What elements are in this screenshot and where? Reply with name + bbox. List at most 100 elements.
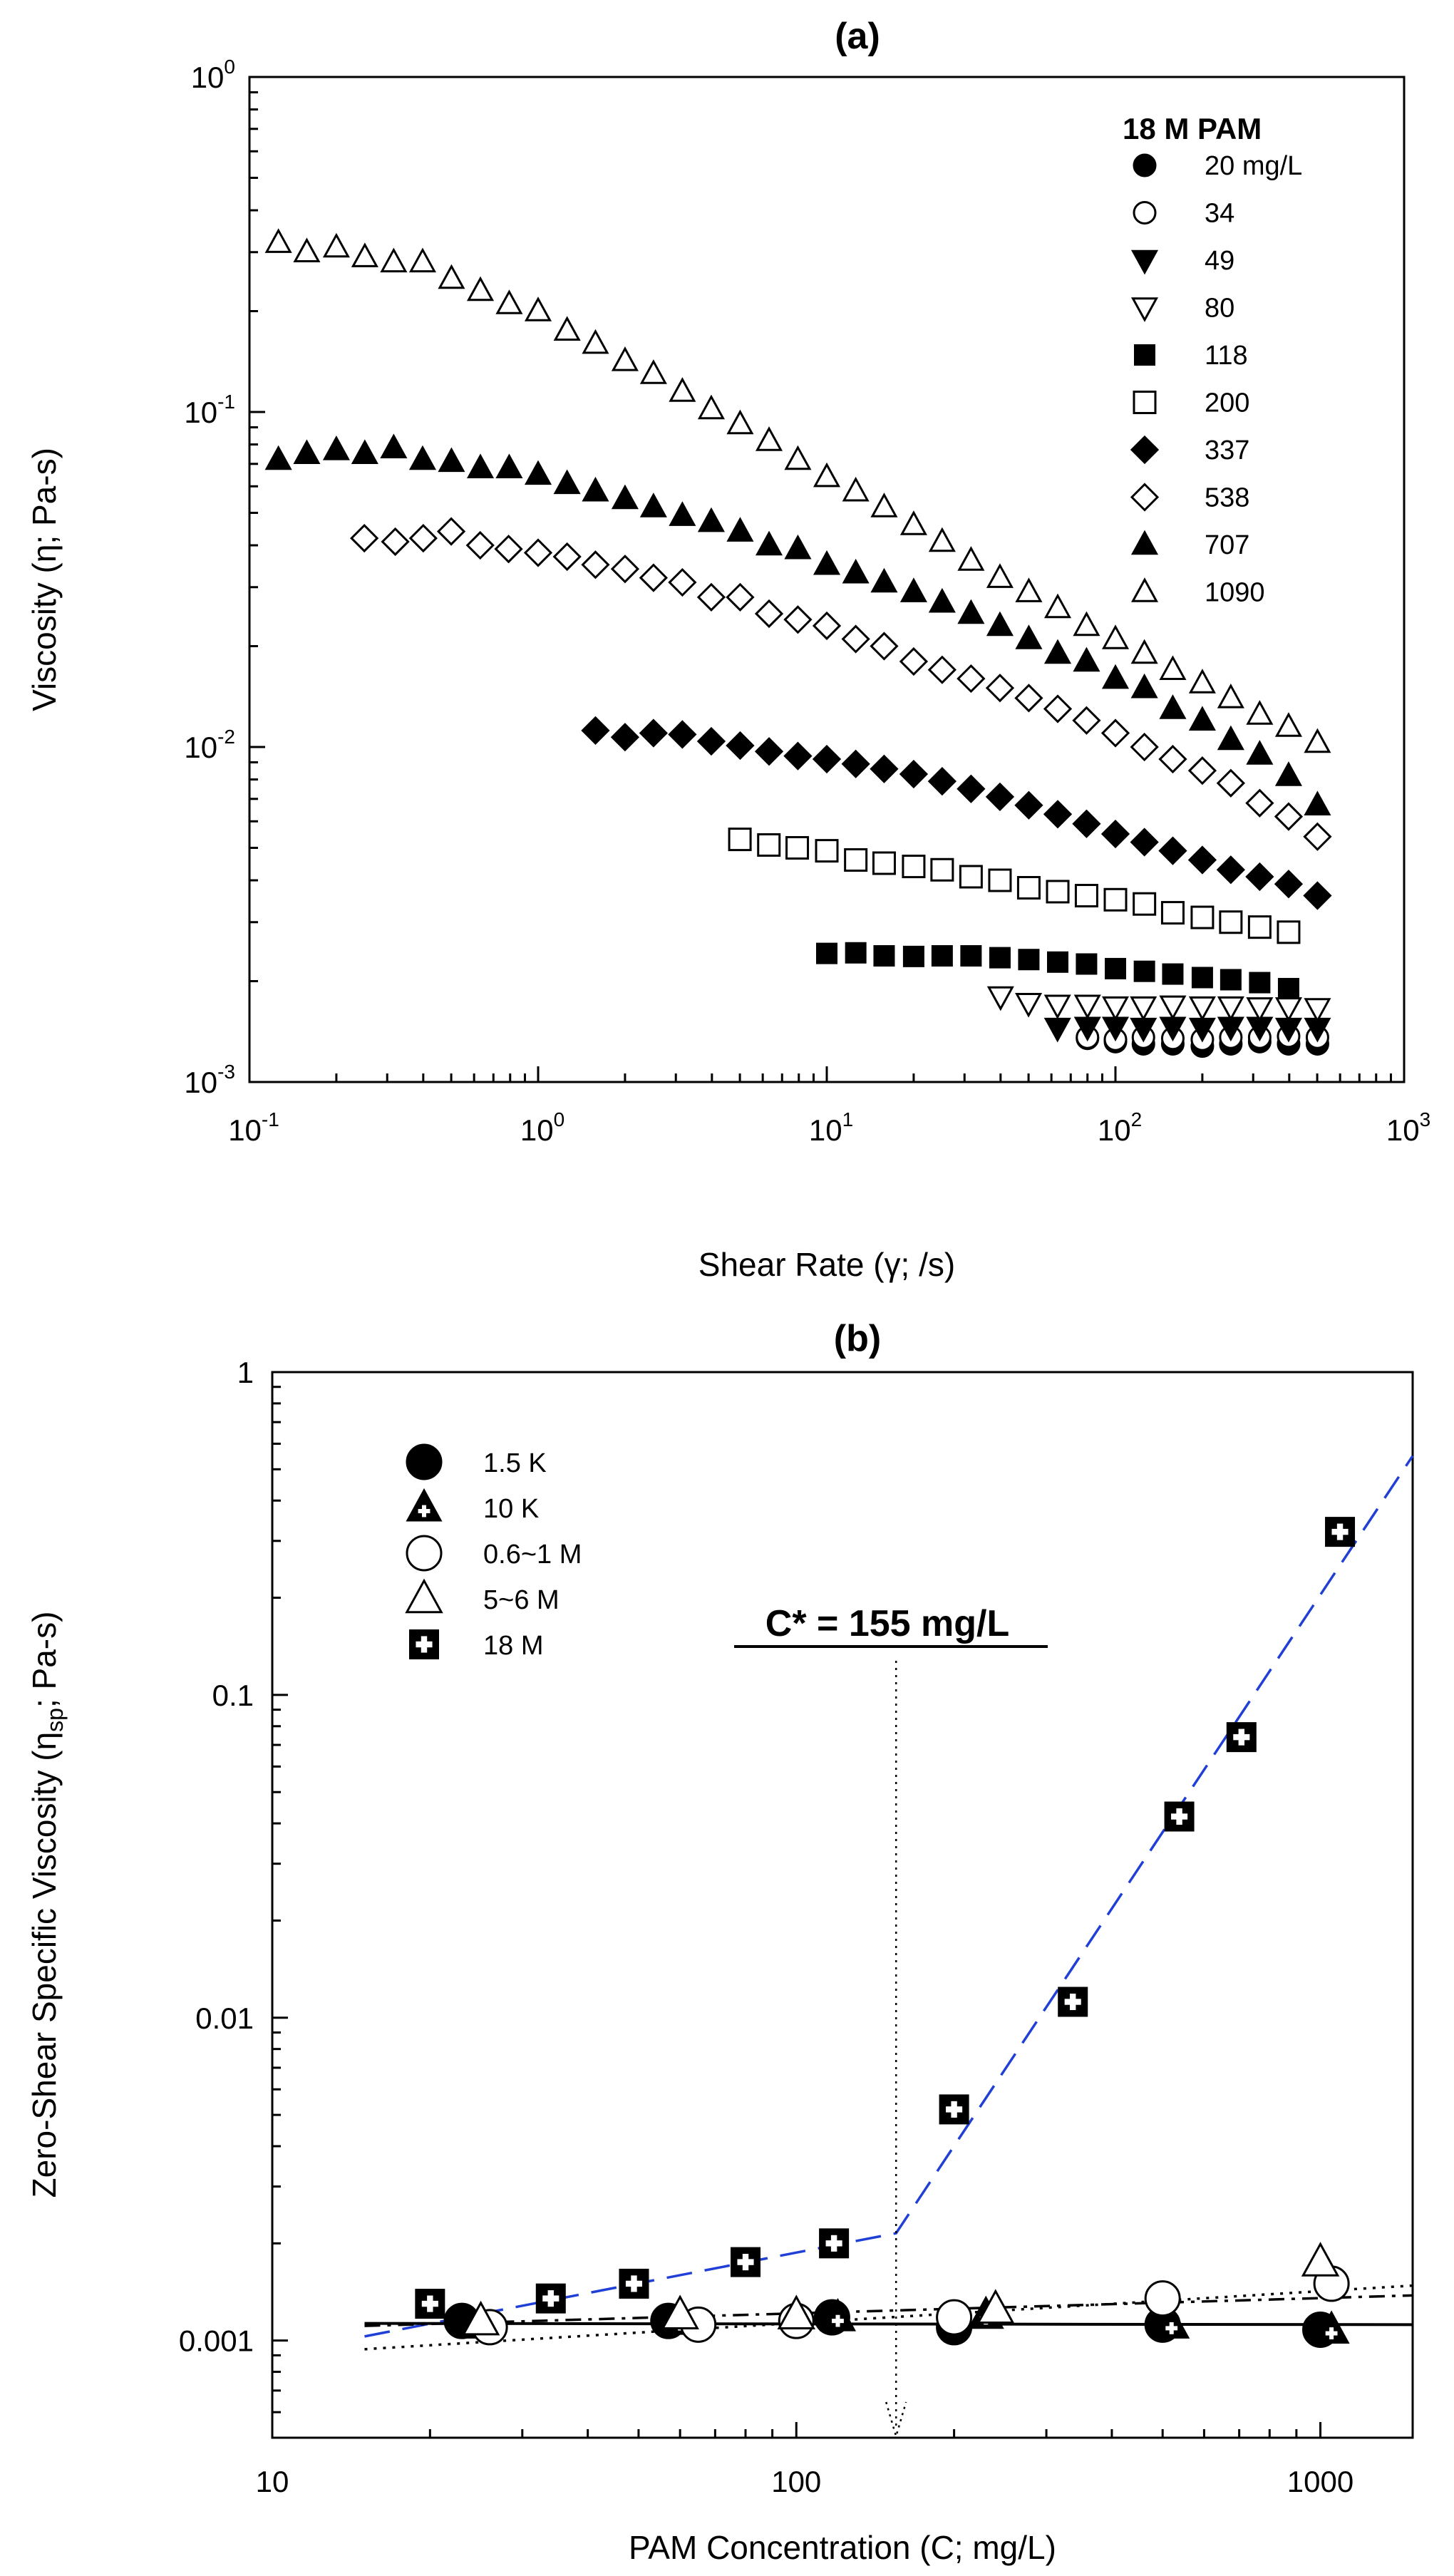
data-point (1162, 963, 1184, 985)
data-point (461, 2300, 500, 2336)
data-point (930, 857, 954, 882)
y-tick-label: 0.01 (195, 2001, 254, 2035)
data-point (927, 766, 957, 796)
legend-label: 49 (1205, 246, 1234, 276)
data-point (552, 542, 582, 572)
data-point (1015, 577, 1043, 602)
data-point (639, 493, 667, 517)
legend-label: 34 (1205, 199, 1234, 229)
data-point (1325, 1517, 1356, 1547)
data-point (957, 599, 985, 624)
data-point (986, 563, 1014, 588)
data-point (380, 433, 408, 458)
series-200 (728, 828, 1301, 944)
data-point (1158, 744, 1187, 774)
data-point (1058, 1987, 1088, 2017)
fit-line (364, 2284, 1413, 2351)
y-tick-label: 10-2 (184, 726, 235, 764)
data-point (1274, 802, 1304, 831)
data-point (957, 774, 986, 803)
data-point (873, 945, 895, 967)
panel-a-x-axis-label: Shear Rate (γ; /s) (698, 1246, 955, 1283)
series-49 (1043, 1016, 1331, 1043)
legend-marker (1130, 530, 1159, 555)
data-point (845, 942, 867, 964)
data-point (731, 2247, 761, 2277)
data-point (960, 945, 982, 967)
data-point (902, 945, 924, 967)
data-point (322, 435, 350, 460)
data-point (1043, 593, 1072, 619)
data-point (986, 611, 1014, 637)
data-point (1217, 996, 1244, 1021)
data-point (415, 2289, 445, 2319)
data-point (1246, 740, 1274, 765)
data-point (669, 501, 696, 526)
data-point (813, 550, 841, 575)
data-point (1144, 2280, 1181, 2317)
data-point (1100, 718, 1130, 748)
y-tick-label: 1 (237, 1356, 254, 1389)
data-point (813, 462, 841, 488)
data-point (989, 947, 1011, 969)
data-point (986, 986, 1014, 1011)
data-point (408, 445, 436, 470)
data-point (436, 517, 466, 546)
series-707 (264, 433, 1331, 815)
legend-marker (406, 1443, 443, 1480)
data-point (610, 555, 640, 584)
panel-b-y-axis-label: Zero-Shear Specific Viscosity (ηsp; Pa-s… (26, 1612, 68, 2198)
data-point (1303, 822, 1332, 851)
data-point (1133, 960, 1155, 982)
legend-label: 5~6 M (483, 1585, 560, 1615)
panel-b-legend: 1.5 K 10 K 0.6~1 M 5~6 M 18 M (405, 1443, 582, 1661)
series-1090 (264, 228, 1331, 753)
data-point (1245, 862, 1274, 892)
data-point (1101, 624, 1130, 649)
x-tick-label: 10-1 (228, 1108, 279, 1147)
data-point (380, 247, 408, 273)
legend-label: 1.5 K (483, 1448, 547, 1478)
data-point (899, 510, 927, 535)
data-point (1073, 994, 1101, 1020)
legend-label: 118 (1205, 341, 1248, 371)
data-point (1304, 790, 1331, 815)
data-point (408, 523, 438, 553)
data-point (841, 624, 870, 654)
data-point (1153, 2305, 1190, 2339)
x-tick-label: 102 (1098, 1108, 1142, 1147)
data-point (784, 534, 812, 560)
series-18-m (415, 1517, 1356, 2319)
data-point (1043, 800, 1073, 829)
data-point (1246, 997, 1274, 1022)
data-point (870, 493, 898, 517)
legend-label: 20 mg/L (1205, 151, 1302, 181)
data-point (1043, 1017, 1071, 1043)
data-point (1188, 669, 1216, 694)
data-point (1046, 880, 1070, 904)
panel-b: (b) 0.001 0.01 0.1 1 10 100 1000 C* = 155 mg/… (26, 1318, 1414, 2566)
data-point (1304, 728, 1331, 753)
series-538 (350, 517, 1332, 851)
data-point (1191, 967, 1213, 989)
data-point (696, 582, 726, 612)
x-tick-label: 100 (771, 2465, 821, 2498)
data-point (1043, 994, 1071, 1020)
data-point (1216, 768, 1245, 798)
data-point (696, 726, 726, 756)
data-point (1274, 761, 1302, 786)
data-point (785, 835, 810, 860)
legend-label: 18 M (483, 1631, 543, 1661)
x-tick-label: 101 (809, 1108, 853, 1147)
data-point (639, 563, 668, 592)
data-point (842, 558, 870, 584)
data-point (466, 276, 495, 302)
data-point (351, 439, 378, 464)
data-point (872, 851, 896, 875)
data-point (1130, 996, 1157, 1021)
y-tick-label: 100 (191, 56, 235, 94)
data-point (870, 632, 899, 661)
data-point (1014, 790, 1043, 820)
data-point (1160, 901, 1185, 925)
data-point (1274, 712, 1302, 737)
